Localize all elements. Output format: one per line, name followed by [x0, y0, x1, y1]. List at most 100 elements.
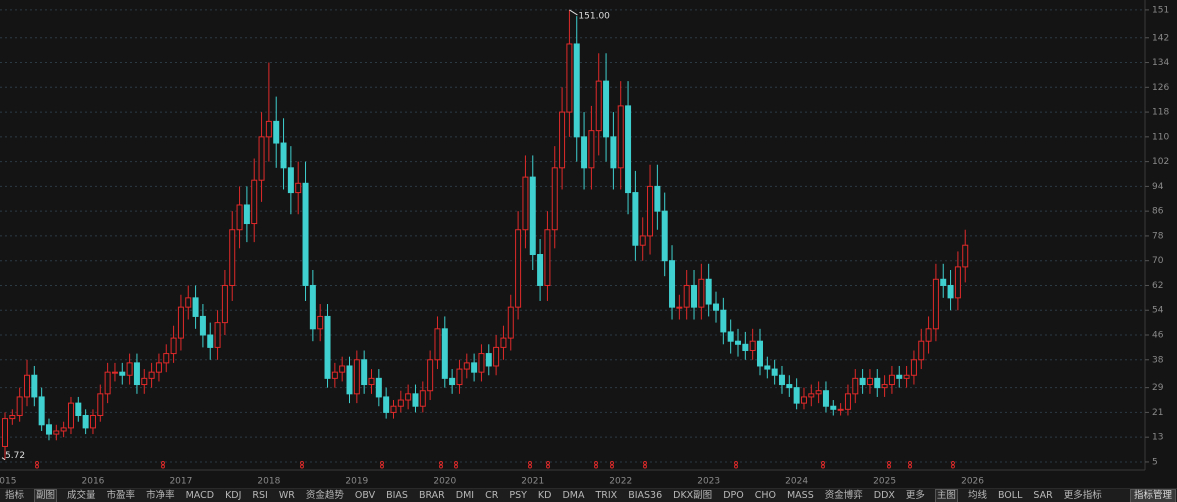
candle-body [581, 136, 588, 169]
toolbar-item[interactable]: MASS [786, 490, 814, 501]
candle-body [654, 185, 661, 212]
toolbar-item[interactable]: BIAS36 [628, 490, 663, 501]
candle-body [331, 371, 338, 379]
candle-body [2, 418, 8, 447]
toolbar-item[interactable]: PSY [509, 490, 527, 501]
x-tick-label: 2019 [345, 477, 368, 487]
candle-body [427, 359, 434, 392]
toolbar-item[interactable]: TRIX [595, 490, 618, 501]
candle-body [463, 362, 470, 370]
candle-body [295, 182, 302, 194]
candle-body [170, 337, 177, 355]
x-tick-label: 2022 [609, 477, 632, 487]
candle-body [478, 353, 485, 373]
y-tick-label: 13 [1152, 433, 1163, 443]
toolbar-item[interactable]: SAR [1033, 490, 1053, 501]
candle-body [236, 204, 243, 231]
y-tick-label: 78 [1152, 231, 1164, 241]
candle-body [67, 402, 74, 429]
candle-body [720, 309, 727, 333]
event-marker [734, 461, 738, 469]
toolbar-item[interactable]: WR [278, 490, 295, 501]
candle-body [251, 179, 258, 225]
event-marker [454, 461, 458, 469]
toolbar-item[interactable]: DMI [455, 490, 475, 501]
candle-body [243, 204, 250, 225]
candle-body [287, 167, 294, 194]
toolbar-item[interactable]: 均线 [967, 490, 987, 501]
y-tick-label: 21 [1152, 408, 1163, 418]
candle-body [207, 334, 214, 348]
candle-body [97, 393, 104, 417]
toolbar-item[interactable]: 市盈率 [106, 490, 136, 501]
candle-body [749, 340, 756, 351]
toolbar-item[interactable]: DDX [873, 490, 895, 501]
event-marker [821, 461, 825, 469]
candle-body [361, 359, 368, 386]
toolbar-item[interactable]: KD [537, 490, 552, 501]
candle-body [866, 377, 873, 386]
event-marker [951, 461, 955, 469]
candle-body [199, 315, 206, 336]
event-marker [643, 461, 647, 469]
candle-body [756, 340, 763, 367]
candle-body [617, 105, 624, 169]
candle-body [9, 415, 16, 420]
min-label: 5.72 [5, 451, 25, 461]
toolbar-item[interactable]: BRAR [418, 490, 445, 501]
candle-body [111, 371, 118, 374]
candle-body [82, 415, 89, 429]
candle-body [910, 359, 917, 376]
y-tick-label: 126 [1152, 83, 1169, 93]
y-tick-label: 94 [1152, 182, 1164, 192]
toolbar-item[interactable]: 副图 [34, 489, 58, 502]
toolbar-item[interactable]: 资金博弈 [824, 490, 863, 501]
candle-body [874, 377, 881, 389]
candle-body [786, 384, 793, 389]
event-marker [546, 461, 550, 469]
candle-body [185, 297, 192, 308]
candle-body [742, 343, 749, 351]
indicator-manage-button[interactable]: 指标管理 [1129, 489, 1176, 502]
toolbar-item[interactable]: OBV [354, 490, 376, 501]
candle-body [53, 430, 60, 435]
toolbar-item[interactable]: 市净率 [146, 490, 175, 501]
y-tick-label: 62 [1152, 281, 1163, 291]
toolbar-item[interactable]: BOLL [997, 490, 1023, 501]
candle-body [375, 377, 382, 398]
candle-body [837, 408, 844, 411]
toolbar-item[interactable]: MACD [185, 490, 215, 501]
candle-body [764, 365, 771, 370]
candle-body [126, 362, 133, 376]
candle-body [771, 368, 778, 376]
candle-body [31, 374, 38, 398]
toolbar-item[interactable]: DPO [723, 490, 744, 501]
candle-body [735, 340, 741, 345]
event-marker [887, 461, 891, 469]
indicator-toolbar: 指标 副图 成交量 市盈率 市净率 MACD KDJ RSI WR 资金趋势 OBV BIAS BRAR… [0, 488, 1177, 502]
toolbar-item[interactable]: KDJ [225, 490, 242, 501]
toolbar-item[interactable]: DKX副图 [673, 490, 713, 501]
toolbar-item[interactable]: CHO [754, 490, 776, 501]
toolbar-item[interactable]: 更多指标 [1063, 490, 1102, 501]
candle-body [38, 396, 45, 426]
candle-body [273, 120, 280, 144]
toolbar-item[interactable]: RSI [252, 490, 268, 501]
toolbar-item[interactable]: 资金趋势 [305, 490, 344, 501]
max-label: 151.00 [578, 11, 610, 21]
event-marker [161, 461, 165, 469]
candle-body [537, 254, 544, 286]
candle-body [317, 315, 324, 330]
toolbar-item[interactable]: BIAS [386, 490, 408, 501]
candle-body [177, 306, 184, 339]
toolbar-item[interactable]: 成交量 [67, 490, 96, 501]
chart: 5 13 21 29 38 46 54 62 70 78 86 94 102 110 118 126 134 14… [0, 0, 1169, 487]
toolbar-item[interactable]: DMA [562, 490, 585, 501]
toolbar-item[interactable]: CR [485, 490, 499, 501]
toolbar-item[interactable]: 更多 [905, 490, 925, 501]
toolbar-item[interactable]: 主图 [934, 489, 958, 502]
candle-body [676, 306, 683, 309]
y-tick-label: 102 [1152, 157, 1169, 167]
toolbar-item[interactable]: 指标 [5, 490, 25, 501]
